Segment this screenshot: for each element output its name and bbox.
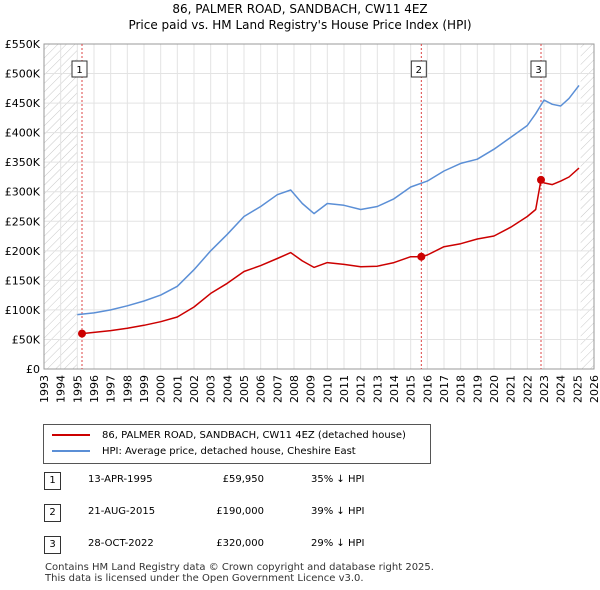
x-tick-label: 2011 <box>338 375 351 403</box>
sale-point <box>537 175 545 184</box>
sale-point <box>78 329 86 338</box>
x-tick-label: 1993 <box>38 375 51 403</box>
sale-badge-box <box>410 60 427 78</box>
x-tick-label: 2005 <box>238 375 251 403</box>
sale-price: £320,000 <box>216 538 264 549</box>
x-tick-label: 2010 <box>321 375 334 403</box>
sale-badge-label: 2 <box>416 65 422 76</box>
x-tick-label: 2021 <box>505 375 518 403</box>
x-tick-label: 2025 <box>571 375 584 403</box>
x-tick-label: 1999 <box>138 375 151 403</box>
sale-badge-label: 3 <box>535 65 541 76</box>
y-tick-label: £350K <box>5 156 41 169</box>
hatched-region-after <box>580 44 594 369</box>
sale-price: £190,000 <box>216 506 264 517</box>
y-tick-label: £300K <box>5 186 41 199</box>
x-tick-label: 2008 <box>288 375 301 403</box>
sale-hpi-diff: 35% ↓ HPI <box>311 474 365 485</box>
footer-attribution: Contains HM Land Registry data © Crown c… <box>45 562 434 584</box>
sale-badge-box <box>530 60 547 78</box>
x-tick-label: 2020 <box>488 375 501 403</box>
x-tick-label: 2001 <box>171 375 184 403</box>
series-line-property <box>81 167 580 335</box>
x-tick-label: 1998 <box>121 375 134 403</box>
sale-row: 3 28-OCT-2022 £320,000 29% ↓ HPI <box>44 536 444 556</box>
sale-number-badge: 3 <box>44 536 61 554</box>
sale-badge-box <box>71 60 88 78</box>
x-tick-label: 2012 <box>355 375 368 403</box>
x-tick-label: 2002 <box>188 375 201 403</box>
footer-copyright: Contains HM Land Registry data © Crown c… <box>45 562 434 573</box>
chart-legend: 86, PALMER ROAD, SANDBACH, CW11 4EZ (det… <box>43 424 431 464</box>
legend-swatch-property <box>52 434 90 436</box>
sale-price: £59,950 <box>222 474 264 485</box>
sale-date: 21-AUG-2015 <box>88 506 156 517</box>
x-tick-label: 2015 <box>405 375 418 403</box>
legend-item-property: 86, PALMER ROAD, SANDBACH, CW11 4EZ (det… <box>52 428 406 444</box>
x-tick-label: 2023 <box>538 375 551 403</box>
y-tick-label: £0 <box>26 363 40 376</box>
y-tick-label: £450K <box>5 97 41 110</box>
footer-licence: This data is licensed under the Open Gov… <box>45 573 364 584</box>
sale-row: 1 13-APR-1995 £59,950 35% ↓ HPI <box>44 472 444 492</box>
sale-hpi-diff: 39% ↓ HPI <box>311 506 365 517</box>
x-tick-label: 2016 <box>421 375 434 403</box>
sale-number-badge: 1 <box>44 472 61 490</box>
sale-number-badge: 2 <box>44 504 61 522</box>
legend-swatch-hpi <box>52 450 90 452</box>
x-tick-label: 1996 <box>88 375 101 403</box>
plot-border <box>43 43 595 370</box>
sale-badge-label: 1 <box>76 65 82 76</box>
sale-hpi-diff: 29% ↓ HPI <box>311 538 365 549</box>
legend-label-hpi: HPI: Average price, detached house, Ches… <box>102 446 356 457</box>
sale-date: 28-OCT-2022 <box>88 538 154 549</box>
x-tick-label: 2019 <box>471 375 484 403</box>
price-chart: £0 £50K £100K £150K £200K £250K £300K £350K £400… <box>5 38 600 403</box>
y-tick-label: £150K <box>5 274 41 287</box>
legend-item-hpi: HPI: Average price, detached house, Ches… <box>52 444 356 460</box>
x-tick-label: 2018 <box>455 375 468 403</box>
series-line-hpi <box>77 84 580 316</box>
y-tick-label: £400K <box>5 127 41 140</box>
x-tick-label: 1994 <box>55 375 68 403</box>
sale-date: 13-APR-1995 <box>88 474 153 485</box>
x-tick-label: 2026 <box>588 375 600 403</box>
x-tick-label: 2004 <box>221 375 234 403</box>
y-tick-label: £550K <box>5 38 41 51</box>
x-tick-label: 2024 <box>555 375 568 403</box>
x-tick-label: 1997 <box>105 375 118 403</box>
y-tick-label: £200K <box>5 245 41 258</box>
sale-row: 2 21-AUG-2015 £190,000 39% ↓ HPI <box>44 504 444 524</box>
x-tick-label: 2017 <box>438 375 451 403</box>
y-tick-label: £50K <box>12 333 41 346</box>
x-tick-label: 2013 <box>371 375 384 403</box>
x-tick-label: 2007 <box>271 375 284 403</box>
x-tick-label: 2014 <box>388 375 401 403</box>
x-tick-label: 2000 <box>155 375 168 403</box>
y-tick-label: £250K <box>5 215 41 228</box>
y-tick-label: £100K <box>5 304 41 317</box>
legend-label-property: 86, PALMER ROAD, SANDBACH, CW11 4EZ (det… <box>102 430 406 441</box>
x-tick-label: 2009 <box>305 375 318 403</box>
sale-point <box>417 252 426 261</box>
chart-title-subtitle: Price paid vs. HM Land Registry's House … <box>128 18 472 32</box>
x-tick-label: 2022 <box>521 375 534 403</box>
x-tick-label: 1995 <box>71 375 84 403</box>
y-tick-label: £500K <box>5 68 41 81</box>
x-tick-label: 2006 <box>255 375 268 403</box>
chart-title-address: 86, PALMER ROAD, SANDBACH, CW11 4EZ <box>172 2 428 16</box>
plot-background <box>44 44 594 369</box>
x-tick-label: 2003 <box>205 375 218 403</box>
